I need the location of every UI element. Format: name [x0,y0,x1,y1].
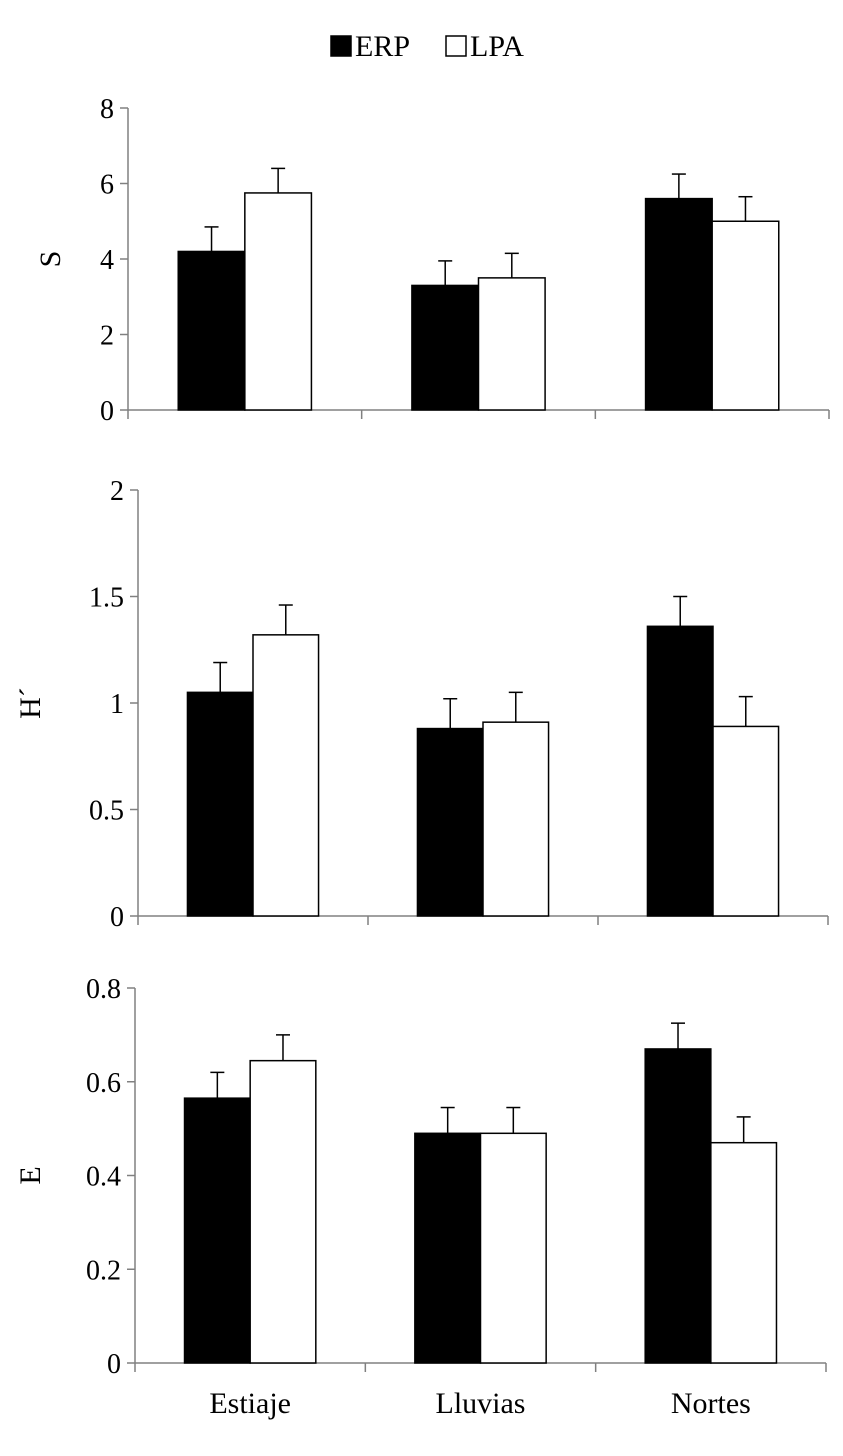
x-tick-label-nortes: Nortes [671,1387,751,1420]
bar-lpa-lluvias [482,721,550,917]
bar-erp-nortes [644,1048,712,1364]
bar-erp-nortes [644,197,713,411]
chart-panel-e: 0 0.2 0.4 0.6 0.8 E Estiaje Lluvias Nortes [14,974,827,1420]
legend-label-lpa: LPA [470,30,524,63]
y-tick-label: 1.5 [89,583,124,614]
y-tick-label: 0.6 [86,1068,121,1099]
y-axis-title: S [34,251,67,268]
chart-panels: 0 2 4 6 8 S 0 0.5 1 1.5 2 H´ 0 0.2 0.4 0.6 0.8 E Estiaje Ll… [14,94,830,1420]
bar-lpa-lluvias [477,277,546,411]
bar-lpa-nortes [712,725,780,917]
y-tick-label: 0 [110,902,124,933]
y-axis-title: H´ [14,687,47,719]
y-tick-label: 4 [100,245,114,276]
legend-swatch-erp [330,35,352,57]
legend: ERP LPA [330,30,524,63]
y-axis-title: E [14,1166,47,1184]
y-tick-label: 0 [107,1349,121,1380]
y-tick-label: 6 [100,170,114,201]
bar-lpa-estiaje [244,192,313,411]
chart-panel-s: 0 2 4 6 8 S [34,94,830,427]
y-tick-label: 2 [110,476,124,507]
bar-erp-lluvias [411,284,480,411]
y-tick-label: 0.4 [86,1162,121,1193]
y-tick-label: 1 [110,689,124,720]
y-tick-label: 0.8 [86,974,121,1005]
bar-erp-estiaje [177,250,246,411]
bar-lpa-nortes [711,220,780,411]
chart-panel-h: 0 0.5 1 1.5 2 H´ [14,476,829,933]
bar-lpa-nortes [710,1141,778,1364]
y-tick-label: 0 [100,396,114,427]
legend-swatch-lpa [445,35,467,57]
bar-erp-nortes [646,625,714,917]
x-tick-label-lluvias: Lluvias [436,1387,526,1420]
y-tick-label: 2 [100,321,114,352]
bar-lpa-estiaje [252,634,320,917]
y-tick-label: 0.2 [86,1255,121,1286]
bar-lpa-estiaje [249,1059,317,1364]
bar-erp-lluvias [414,1132,482,1364]
bar-erp-estiaje [186,691,254,917]
legend-label-erp: ERP [355,30,410,63]
bar-lpa-lluvias [479,1132,547,1364]
bar-erp-estiaje [183,1097,251,1364]
y-tick-label: 8 [100,94,114,125]
bar-erp-lluvias [416,727,484,917]
x-tick-label-estiaje: Estiaje [209,1387,291,1420]
y-tick-label: 0.5 [89,796,124,827]
